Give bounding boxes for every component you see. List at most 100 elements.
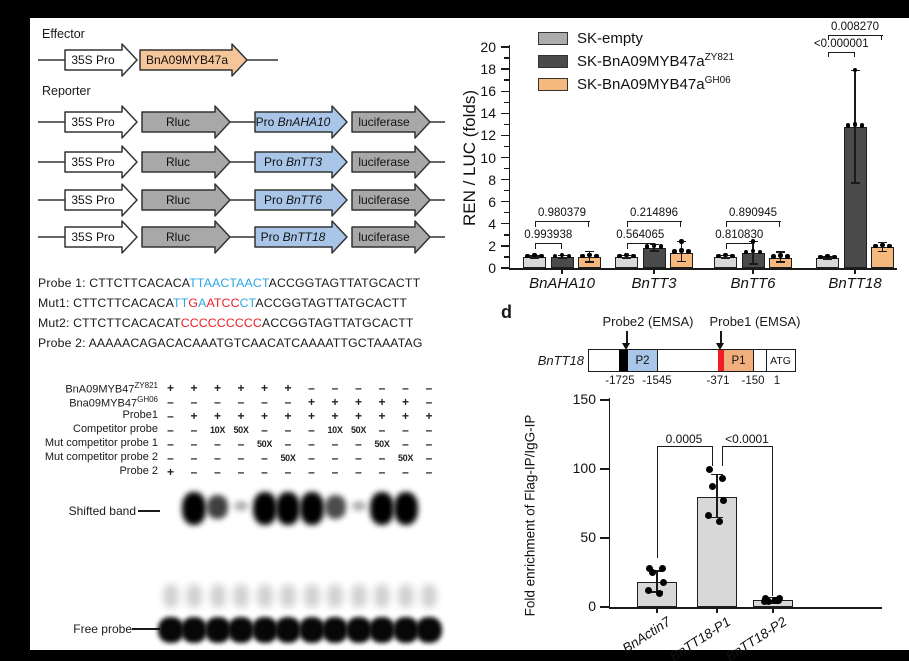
gel-smear [186,584,202,608]
emsa-cell: – [167,395,174,409]
emsa-cell: + [166,465,174,479]
map-segment [754,350,766,371]
emsa-cell: + [378,409,386,423]
emsa-cell: – [214,437,221,451]
sequence-segment: CTTCTTCACACA [73,296,174,310]
emsa-cell: – [355,381,362,395]
chart-b-y-tick-label: 0 [488,260,496,276]
gel-smear [374,584,390,608]
emsa-cell: – [284,465,292,479]
data-point [887,243,892,249]
y-axis-tick [500,178,509,181]
data-point [552,253,558,259]
shifted-band-label: Shifted band [68,504,136,518]
chart-b-y-tick-label: 6 [488,193,496,210]
emsa-cell: + [401,409,409,423]
emsa-cell: – [237,465,245,479]
y-axis-tick [500,201,509,203]
chart-b-y-tick-label: 14 [480,105,496,122]
data-point [704,512,712,520]
emsa-cell: – [284,423,292,437]
emsa-cell: + [284,381,292,395]
data-point [644,586,652,594]
error-bar-cap [649,250,659,252]
y-axis-tick [500,68,509,70]
emsa-cell: – [331,381,339,395]
top-black-border [0,0,909,18]
gel-smear [162,584,179,608]
chart-b-y-tick-label: 2 [488,237,496,254]
gel-smear [303,584,320,608]
gel-smear [280,584,296,608]
data-point [705,465,713,473]
emsa-cell: – [425,423,433,437]
promoter-35s-arrow [64,220,138,254]
sequence-segment: TTAACTAACT [189,276,269,290]
arrow-label: 35S Pro [71,230,115,244]
x-axis-tick [854,268,856,274]
panel-d-label: d [501,302,512,322]
emsa-cell: + [378,395,386,409]
emsa-cell: – [378,381,386,395]
free-probe-label: Free probe [73,622,132,636]
chart-b-y-tick-label: 4 [488,215,496,232]
y-axis-tick [599,399,609,401]
y-axis-tick [504,234,509,236]
emsa-cell: + [190,409,198,423]
promoter-35s-arrow [64,183,138,217]
shifted-band [299,492,324,525]
p-value-label: 0.0005 [665,432,703,446]
shifted-band [234,501,248,511]
emsa-cell: – [190,437,198,451]
sequence-segment: CTTCTTCACACAT [73,316,181,330]
p-value-label: <0.000001 [813,38,869,50]
emsa-cell: – [261,423,268,437]
emsa-cell: – [355,437,362,451]
emsa-cell: – [237,395,245,409]
chart-b-x-label: BnAHA10 [529,275,595,292]
gel-smear [256,584,273,608]
chart-b-y-tick-label: 10 [480,149,496,166]
emsa-cell: + [260,409,268,423]
error-bar [533,255,536,259]
data-point [624,252,629,258]
error-bar-cap [711,516,723,519]
emsa-row-label: Probe1 [122,409,158,421]
legend-swatch-dark [538,54,568,68]
shifted-band [276,492,300,525]
sequence-line: Probe 2: AAAAACAGACACAAATGTCAACATCAAAATT… [38,336,423,350]
emsa-cell: – [167,423,174,437]
map-segment [619,350,628,371]
x-axis-tick [656,607,658,613]
map-coordinate: -371 [706,375,730,387]
arrow-label: Pro BnAHA10 [256,115,331,129]
emsa-cell: – [167,437,174,451]
p-bracket [626,221,628,227]
error-bar-cap [850,182,860,184]
p-bracket [534,243,536,249]
emsa-cell: 50X [280,453,296,463]
p-bracket [725,243,727,249]
map-segment-atg: ATG [766,350,794,371]
data-point [679,239,684,244]
sequence-segment: A [198,296,207,310]
data-point [771,254,776,259]
probe2-arrow-head-icon [622,343,630,350]
chart-d-y-axis [608,398,610,609]
gel-smear [421,584,437,608]
arrow-label: Rluc [166,155,190,169]
data-point [655,589,663,597]
rluc-arrow [141,105,231,139]
promoter-35s-arrow [64,145,138,179]
emsa-cell: + [213,409,221,423]
emsa-cell: – [331,437,339,451]
error-bar-cap [878,241,887,244]
data-point [566,253,572,259]
reporter-promoter-arrow [254,220,348,254]
error-bar-cap [776,261,785,263]
error-bar-cap [557,257,567,260]
data-point [785,254,790,259]
arrow-label: 35S Pro [71,53,115,67]
sequence-label: Probe 1: [38,276,90,290]
chart-b-x-axis [508,268,897,270]
